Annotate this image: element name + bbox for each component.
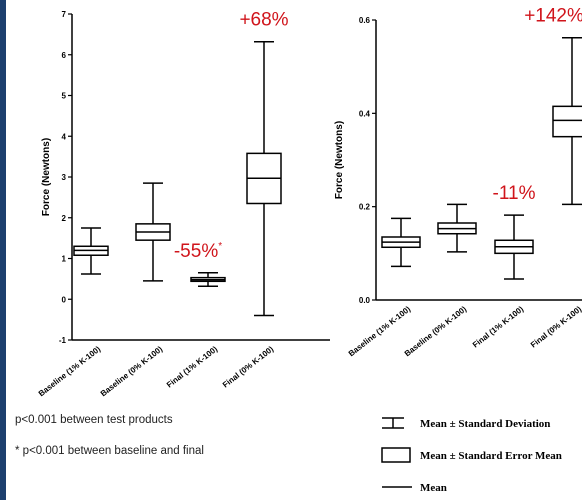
legend: Mean ± Standard Deviation Mean ± Standard… [381,417,562,494]
y-tick-label: 5 [62,92,67,101]
box-4 [246,40,282,317]
box-1 [73,227,109,275]
note-baseline-final: * p<0.001 between baseline and final [15,445,204,457]
x-category-label: Baseline (1% K-100) [37,344,103,398]
percent-change-annotation: -55%* [174,241,222,262]
legend-item-whisker: Mean ± Standard Deviation [382,417,550,430]
percent-change-annotation: +68% [239,10,288,31]
box-2 [135,182,171,282]
box-plot-figure: -1 0 1 2 3 4 5 6 7 Force (Newtons) Baseline (1% K-… [37,6,582,494]
box-3 [494,214,534,280]
y-tick-label: 0.4 [359,109,371,118]
x-category-label: Final (0% K-100) [529,304,582,349]
legend-label: Mean ± Standard Deviation [420,418,550,430]
y-tick-label: 3 [62,173,67,182]
box-rect [552,105,582,138]
x-category-label: Final (1% K-100) [471,304,525,349]
box-4 [552,36,582,206]
legend-label: Mean ± Standard Error Mean [420,450,562,462]
x-category-label: Final (1% K-100) [165,344,219,389]
y-tick-label: 6 [62,51,67,60]
note-between-products: p<0.001 between test products [15,414,173,426]
box-2 [437,203,477,253]
legend-symbol-box [381,447,411,463]
y-tick-label: -1 [59,336,67,345]
y-tick-label: 7 [62,10,67,19]
x-category-label: Baseline (0% K-100) [99,344,165,398]
chart-1: -1 0 1 2 3 4 5 6 7 Force (Newtons) Baseline (1% K-… [37,10,330,398]
percent-change-annotation: +142%* [524,6,582,27]
y-tick-label: 0.2 [359,203,371,212]
legend-label: Mean [420,482,447,494]
y-tick-label: 0.6 [359,16,371,25]
box-3 [190,272,226,287]
y-tick-label: 1 [62,255,67,264]
legend-item-box: Mean ± Standard Error Mean [381,447,562,463]
y-axis-title: Force (Newtons) [334,121,345,199]
box-1 [381,217,421,268]
legend-item-line: Mean [382,482,447,494]
y-tick-label: 0 [62,295,67,304]
y-axis-title: Force (Newtons) [41,138,52,216]
figure-panel: -1 0 1 2 3 4 5 6 7 Force (Newtons) Baseline (1% K-… [6,0,582,500]
x-category-label: Baseline (0% K-100) [403,304,469,358]
percent-change-annotation: -11% [493,183,536,204]
x-category-label: Final (0% K-100) [221,344,275,389]
y-tick-label: 4 [62,132,67,141]
y-tick-label: 0.0 [359,296,371,305]
significance-star: * [218,241,222,252]
y-tick-label: 2 [62,214,67,223]
